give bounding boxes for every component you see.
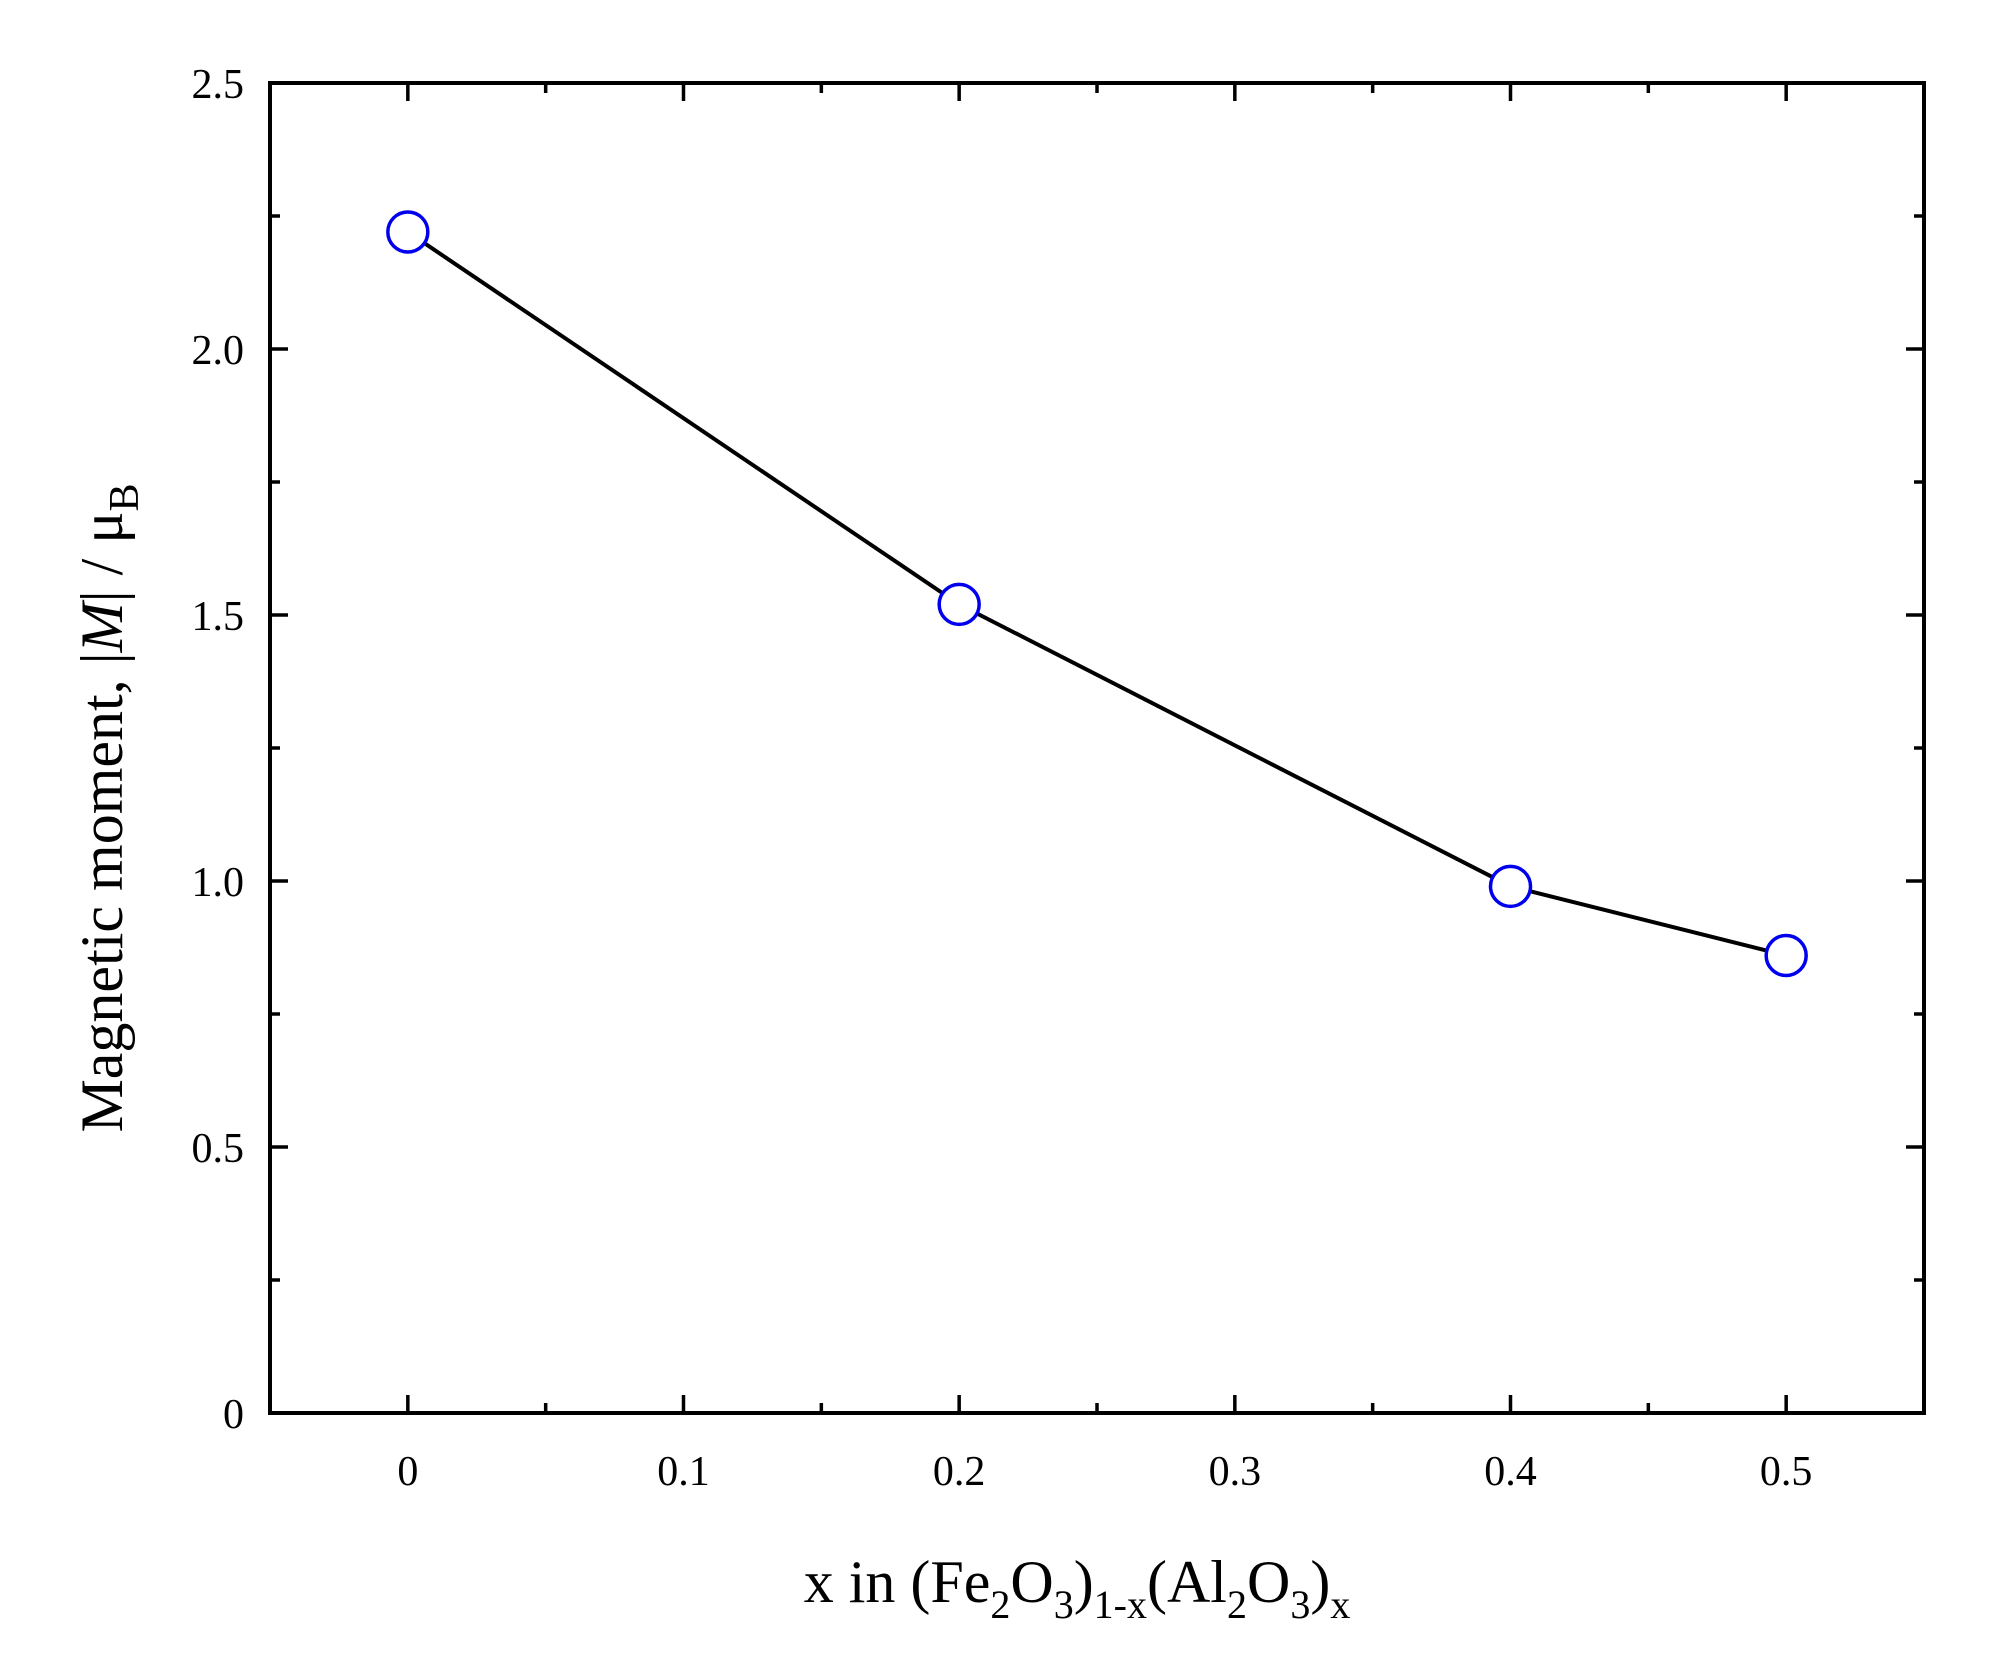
y-tick-label: 1.0 (192, 860, 245, 906)
y-axis-title-sub: B (102, 483, 148, 511)
data-point (386, 210, 430, 254)
major-ticks (270, 81, 1924, 1415)
y-tick-labels: 0 0.5 1.0 1.5 2.0 2.5 (192, 62, 245, 1438)
x-axis-title-sub: 2 (990, 1582, 1010, 1627)
x-tick-label: 0.2 (933, 1449, 986, 1495)
series-layer (386, 210, 1808, 978)
x-tick-label: 0.1 (657, 1449, 710, 1495)
x-axis-title: x in (Fe2O3)1-x(Al2O3)x (804, 1549, 1351, 1627)
y-axis-title: Magnetic moment, |M| / μB (69, 483, 148, 1132)
y-tick-label: 2.0 (192, 328, 245, 374)
x-axis-title-sub: 1-x (1094, 1582, 1147, 1627)
x-tick-label: 0.4 (1484, 1449, 1537, 1495)
plot-frame (268, 81, 1926, 1415)
y-axis-title-part: | / μ (69, 511, 135, 602)
series-line (406, 230, 1787, 958)
x-axis-title-part: O (1010, 1549, 1053, 1615)
x-axis-title-sub: x (1330, 1582, 1350, 1627)
x-tick-label: 0.5 (1760, 1449, 1813, 1495)
x-axis-title-part: x in (Fe (804, 1549, 991, 1615)
data-point (937, 582, 981, 627)
x-axis-title-part: (Al (1147, 1549, 1227, 1615)
minor-ticks (268, 83, 1926, 1413)
y-tick-label: 0.5 (192, 1126, 245, 1172)
x-tick-label: 0.3 (1209, 1449, 1262, 1495)
y-tick-label: 2.5 (192, 62, 245, 108)
x-tick-label: 0 (397, 1449, 418, 1495)
x-axis-title-sub: 3 (1290, 1582, 1310, 1627)
y-axis-title-italic: M (69, 599, 135, 653)
x-axis-title-sub: 3 (1054, 1582, 1074, 1627)
x-axis-title-part: ) (1074, 1549, 1094, 1615)
x-axis-title-part: O (1247, 1549, 1290, 1615)
x-tick-labels: 0 0.1 0.2 0.3 0.4 0.5 (397, 1449, 1812, 1495)
data-point (1764, 933, 1808, 978)
x-axis-title-part: ) (1310, 1549, 1330, 1615)
x-axis-title-sub: 2 (1227, 1582, 1247, 1627)
data-point (1488, 864, 1533, 909)
y-tick-label: 0 (223, 1392, 244, 1438)
y-axis-title-part: Magnetic moment, | (69, 652, 135, 1132)
y-tick-label: 1.5 (192, 594, 245, 640)
